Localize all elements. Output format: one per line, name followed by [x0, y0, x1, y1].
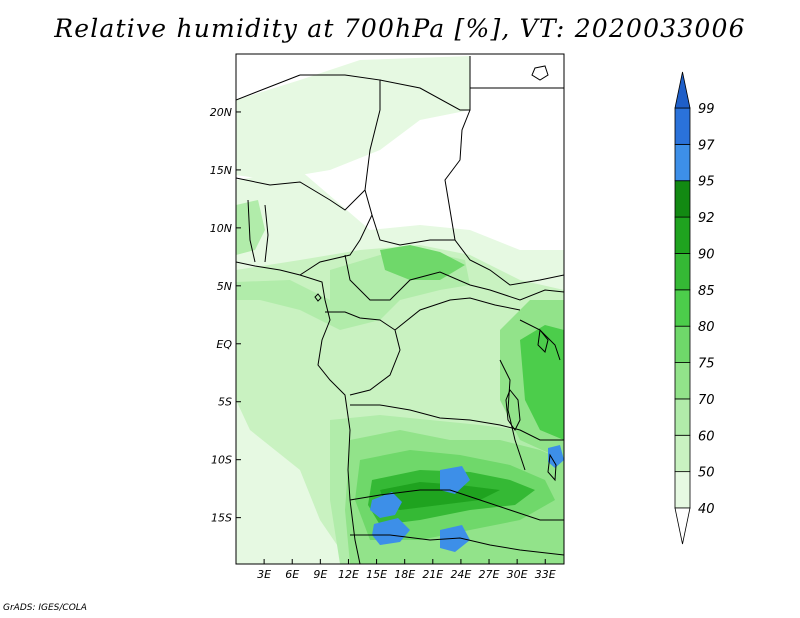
humidity-region-60-west — [236, 200, 265, 255]
plot-area — [236, 54, 564, 564]
humidity-region-95-e — [548, 445, 564, 468]
plot-frame — [235, 53, 565, 565]
lat-tick-label: 10N — [210, 222, 232, 235]
lon-tick-label: 21E — [422, 568, 443, 581]
colorbar-swatch — [674, 180, 691, 218]
colorbar-label: 60 — [698, 429, 715, 444]
lon-tick-label: 30E — [507, 568, 528, 581]
border-line — [379, 56, 471, 111]
lat-tick-label: 15S — [211, 512, 232, 525]
border-line — [247, 199, 256, 263]
colorbar-label: 85 — [698, 284, 715, 299]
colorbar-label: 90 — [698, 247, 715, 262]
lon-tick-label: 15E — [366, 568, 387, 581]
border-line — [344, 254, 564, 301]
border-line — [350, 534, 564, 556]
lat-tick-label: 15N — [210, 164, 232, 177]
colorbar-label: 92 — [698, 211, 715, 226]
colorbar-swatch — [674, 434, 691, 473]
humidity-region-40-north — [236, 56, 470, 180]
humidity-region-75 — [380, 245, 465, 280]
colorbar-swatch — [674, 107, 691, 145]
colorbar-label: 99 — [698, 102, 715, 117]
colorbar-swatch — [674, 325, 691, 363]
lon-tick-label: 27E — [479, 568, 500, 581]
border-line — [264, 204, 269, 263]
border-line — [499, 359, 526, 471]
lat-tick-label: 20N — [210, 106, 232, 119]
border-line — [371, 214, 455, 246]
lon-tick-label: 33E — [535, 568, 556, 581]
colorbar-swatch — [674, 216, 691, 254]
humidity-region-80-east — [520, 325, 564, 440]
lon-tick-label: 18E — [394, 568, 415, 581]
lon-tick-label: 24E — [450, 568, 471, 581]
border-line — [350, 404, 564, 441]
colorbar-swatch — [674, 143, 691, 182]
island-outline — [531, 65, 549, 81]
credit-text: GrADS: IGES/COLA — [3, 603, 87, 613]
chart-title: Relative humidity at 700hPa [%], VT: 202… — [54, 14, 746, 43]
lat-tick-label: 5S — [218, 396, 232, 409]
colorbar-label: 95 — [698, 175, 715, 190]
border-line — [236, 177, 366, 211]
island-outline — [314, 293, 322, 302]
lake-outline — [537, 328, 549, 353]
lake-outline — [547, 453, 557, 482]
coastline — [236, 261, 361, 564]
lat-tick-label: 10S — [211, 454, 232, 467]
border-line — [236, 74, 301, 101]
lon-tick-label: 3E — [257, 568, 271, 581]
colorbar-label: 50 — [698, 466, 715, 481]
humidity-region-95-c — [372, 518, 410, 545]
colorbar-label: 75 — [698, 357, 715, 372]
lat-tick-label: EQ — [216, 338, 232, 351]
longitude-axis: 3E 6E 9E 12E 15E 18E 21E 24E 27E 30E 33E — [257, 559, 556, 581]
colorbar-swatch — [674, 471, 691, 509]
colorbar-swatch — [674, 398, 691, 436]
lon-tick-label: 6E — [285, 568, 299, 581]
lake-outline — [505, 389, 521, 431]
colorbar-high-arrow — [674, 71, 691, 109]
lon-tick-label: 9E — [313, 568, 327, 581]
humidity-region-95-b — [440, 466, 470, 494]
colorbar-low-arrow — [674, 507, 691, 545]
humidity-region-90 — [380, 482, 500, 510]
border-line — [519, 319, 561, 361]
lat-tick-label: 5N — [217, 280, 232, 293]
colorbar-label: 80 — [698, 320, 715, 335]
latitude-axis: 20N 15N 10N 5N EQ 5S 10S 15S — [210, 106, 241, 525]
colorbar-label: 97 — [698, 138, 715, 153]
humidity-region-95-a — [370, 492, 402, 518]
lon-tick-label: 12E — [338, 568, 359, 581]
country-borders — [236, 56, 564, 564]
colorbar-label: 70 — [698, 393, 715, 408]
colorbar-label: 40 — [698, 502, 715, 517]
border-line — [349, 489, 564, 521]
colorbar: 40 50 60 70 75 80 85 90 92 95 97 99 — [674, 71, 715, 545]
colorbar-swatch — [674, 362, 691, 400]
colorbar-swatch — [674, 289, 691, 327]
border-line — [394, 297, 521, 331]
colorbar-swatch — [674, 253, 691, 291]
humidity-fields — [236, 56, 564, 564]
